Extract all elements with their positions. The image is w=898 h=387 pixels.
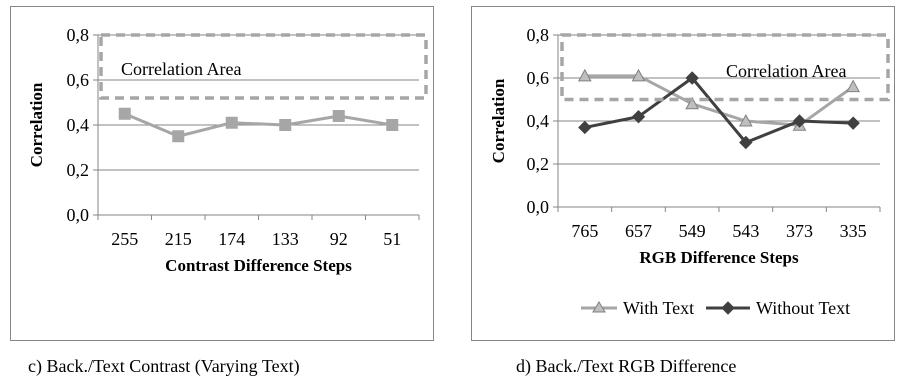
chart-c: 0,0 0,2 0,4 0,6 0,8 255 215 174 133 92 51 Contrast …: [27, 25, 428, 275]
series-line: [124, 112, 393, 138]
data-point: [631, 68, 646, 82]
caption-left: c) Back./Text Contrast (Varying Text): [28, 356, 300, 376]
x-tick-label: 51: [383, 229, 401, 249]
x-tick-label: 335: [840, 221, 867, 241]
x-tick-label: 765: [571, 221, 598, 241]
data-point: [631, 109, 646, 124]
data-point: [846, 116, 860, 130]
y-tick-label: 0,0: [527, 197, 550, 217]
x-axis-title: RGB Difference Steps: [639, 248, 799, 267]
chart-c-frame: [10, 6, 434, 341]
y-axis-title: Correlation: [27, 82, 46, 167]
y-tick-label: 0,2: [527, 154, 550, 174]
caption-right: d) Back./Text RGB Difference: [516, 356, 737, 376]
y-tick-label: 0,6: [67, 70, 90, 90]
data-point: [685, 71, 699, 85]
y-tick-label: 0,0: [67, 205, 90, 225]
legend-marker-without-text: [721, 301, 735, 315]
legend-marker-with-text: [592, 301, 606, 313]
data-point: [685, 96, 700, 110]
correlation-area-label: Correlation Area: [121, 59, 241, 79]
y-tick-label: 0,8: [527, 25, 550, 45]
data-point: [118, 107, 131, 120]
data-point: [225, 116, 238, 129]
y-tick-label: 0,2: [67, 160, 90, 180]
y-axis-title: Correlation: [489, 78, 508, 163]
y-tick-label: 0,4: [527, 111, 550, 131]
series-line: [584, 76, 854, 144]
y-tick-label: 0,8: [67, 25, 90, 45]
legend-label-with-text: With Text: [623, 298, 694, 318]
data-point: [578, 120, 592, 135]
x-tick-label: 373: [786, 221, 813, 241]
x-tick-label: 133: [272, 229, 299, 249]
x-axis-title: Contrast Difference Steps: [165, 256, 352, 275]
data-point: [792, 114, 807, 128]
y-tick-label: 0,4: [67, 115, 90, 135]
x-tick-label: 543: [732, 221, 759, 241]
correlation-area-label: Correlation Area: [726, 61, 846, 81]
x-tick-label: 255: [111, 229, 138, 249]
data-point: [738, 113, 753, 127]
y-tick-label: 0,6: [527, 68, 550, 88]
legend: With Text Without Text: [581, 298, 850, 318]
data-point: [846, 79, 861, 93]
chart-d: 0,0 0,2 0,4 0,6 0,8 765 657 549 543 373 335 RGB Dif…: [489, 25, 890, 267]
data-point: [739, 135, 753, 150]
data-point: [172, 130, 185, 143]
data-point: [279, 119, 292, 131]
data-point: [386, 119, 399, 131]
x-tick-label: 549: [679, 221, 706, 241]
data-point: [577, 68, 592, 82]
x-tick-label: 657: [625, 221, 652, 241]
x-tick-label: 92: [330, 229, 348, 249]
chart-d-frame: [471, 6, 895, 341]
data-point: [332, 110, 345, 122]
x-tick-label: 215: [165, 229, 192, 249]
legend-label-without-text: Without Text: [756, 298, 850, 318]
x-tick-label: 174: [218, 229, 245, 249]
